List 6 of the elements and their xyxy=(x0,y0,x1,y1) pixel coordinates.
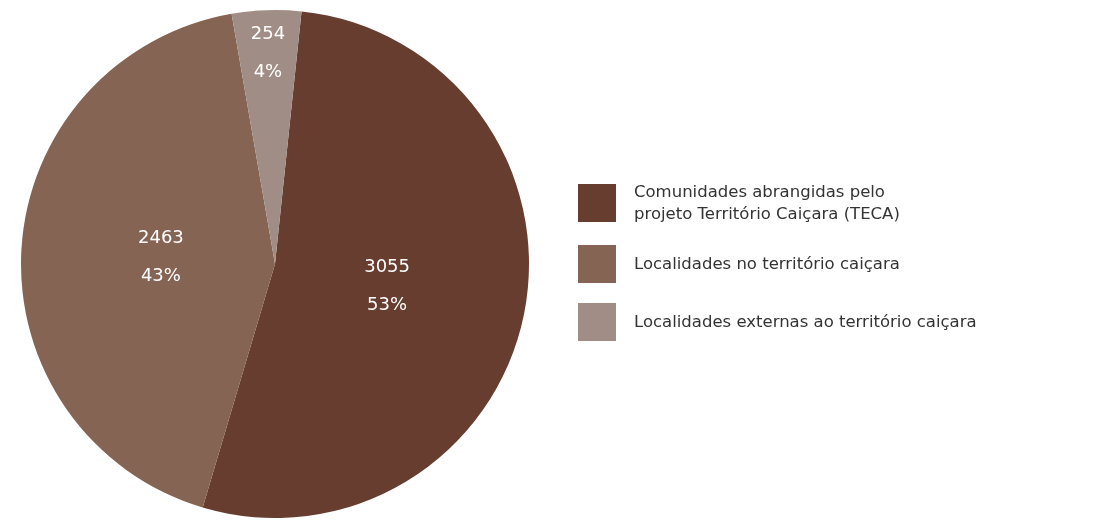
data-label: 254 4% xyxy=(250,21,286,81)
legend-label: Localidades externas ao território caiçara xyxy=(634,311,977,333)
data-label: 3055 53% xyxy=(364,255,410,315)
legend-label: Localidades no território caiçara xyxy=(634,253,900,275)
data-label: 2463 43% xyxy=(137,225,184,285)
legend-label: Comunidades abrangidas pelo projeto Território Caiçara (TECA) xyxy=(634,181,901,225)
